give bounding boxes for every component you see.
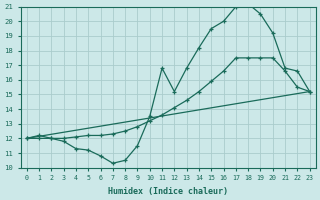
X-axis label: Humidex (Indice chaleur): Humidex (Indice chaleur): [108, 187, 228, 196]
